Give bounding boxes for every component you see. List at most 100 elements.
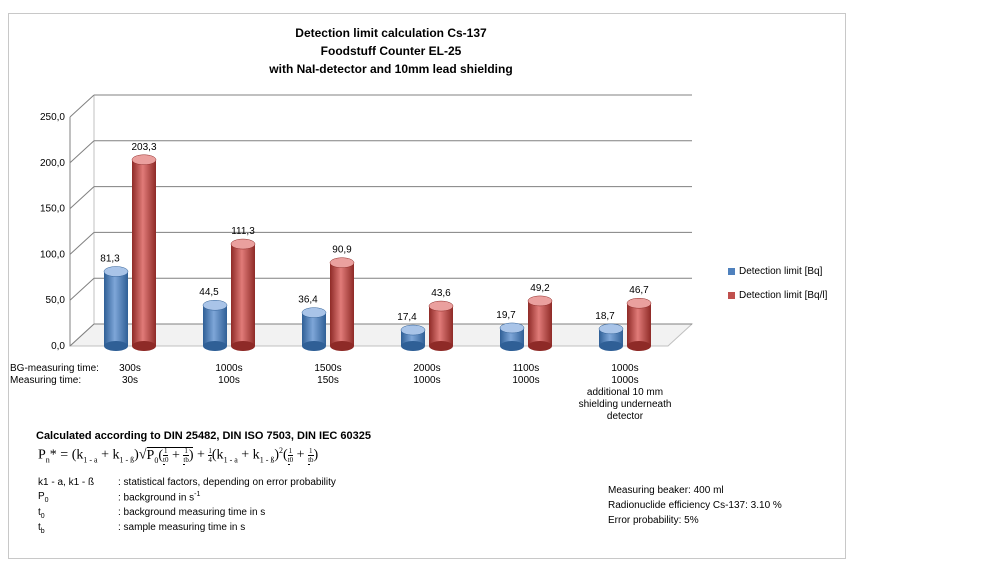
chart-title-line-1: Detection limit calculation Cs-137 <box>295 26 487 40</box>
bar-base <box>231 341 255 351</box>
info-beaker: Measuring beaker: 400 ml <box>608 485 724 496</box>
bar-base <box>500 341 524 351</box>
bar-bql-5 <box>627 303 651 346</box>
def-symbol-sub: b <box>40 528 45 535</box>
bar-base <box>429 341 453 351</box>
bar-cap <box>230 238 256 250</box>
formula-k-close-2: ) <box>274 447 280 463</box>
bar-base <box>203 341 227 351</box>
frac-num: 1 <box>308 446 314 456</box>
def-symbol-p0: P0 <box>38 491 49 504</box>
formula-k-plus: + k <box>97 447 120 463</box>
x-label-meas: 1000s <box>512 375 540 386</box>
frac-num: 1 <box>183 446 189 456</box>
frac-den: tb <box>183 455 189 465</box>
formula-lhs-suffix: * = <box>49 447 72 463</box>
frac-den-sub: 0 <box>164 455 169 464</box>
bar-cap <box>202 299 228 311</box>
frac-den: 4 <box>208 455 212 464</box>
data-label: 81,3 <box>100 254 120 265</box>
data-label: 90,9 <box>332 245 352 256</box>
chart-floor <box>68 323 694 347</box>
bar-cap <box>428 300 454 312</box>
frac-den-t: t <box>183 455 186 465</box>
bar-base <box>599 341 623 351</box>
bar-bql-2 <box>330 262 354 346</box>
legend-swatch-bql <box>728 292 735 299</box>
legend-swatch-bq <box>728 268 735 275</box>
data-label: 111,3 <box>231 226 255 237</box>
x-label-bg: 1500s <box>314 363 342 374</box>
formula-k1b-sub-2: 1 - ß <box>259 455 275 465</box>
def-desc-p0: : background in s-1 <box>118 491 200 503</box>
frac-den-t: t <box>163 455 165 465</box>
def-desc-t0: : background measuring time in s <box>118 507 266 518</box>
formula-k-close: ) <box>134 447 139 463</box>
chart-title-line-3: with NaI-detector and 10mm lead shieldin… <box>269 62 513 76</box>
x-label-bg: 1000s <box>611 363 639 374</box>
bar-bql-0 <box>132 159 156 346</box>
legend-label-bql: Detection limit [Bq/l] <box>739 290 828 301</box>
x-label-meas: 30s <box>121 375 139 386</box>
def-symbol-sub: 0 <box>40 513 45 520</box>
gridline-diag <box>69 277 95 301</box>
bar-cap <box>301 307 327 318</box>
bar-bq-1 <box>203 305 227 346</box>
formula-k1a-sub: 1 - a <box>83 455 98 465</box>
frac-den-sub: b <box>310 455 314 464</box>
x-label-meas: 100s <box>218 375 240 386</box>
x-label-bg: 1000s <box>215 363 243 374</box>
frac-den: t0 <box>287 455 293 465</box>
formula-frac-tb: 1 tb <box>183 446 189 465</box>
formula-k1b-sub: 1 - ß <box>119 455 135 465</box>
meas-row-label: Measuring time: <box>10 375 82 386</box>
data-label: 46,7 <box>629 285 649 296</box>
frac-num: 1 <box>163 446 169 456</box>
formula-k-open-2: (k <box>211 447 224 463</box>
info-efficiency: Radionuclide efficiency Cs-137: 3.10 % <box>608 500 782 511</box>
bar-base <box>627 341 651 351</box>
y-tick-label: 50,0 <box>46 295 66 306</box>
gridline-diag <box>69 323 95 347</box>
def-symbol-t0: t0 <box>38 507 45 520</box>
formula-radicand: P0(1 t0 + 1 tb) <box>146 446 194 465</box>
data-label: 19,7 <box>496 310 516 321</box>
formula-p0-sub: 0 <box>154 455 159 465</box>
def-desc-k: : statistical factors, depending on erro… <box>118 477 336 488</box>
bar-base <box>401 341 425 351</box>
formula-frac-t0: 1 t0 <box>163 446 169 465</box>
formula-sqrt: √ <box>138 447 147 463</box>
bar-base <box>302 341 326 351</box>
data-label: 203,3 <box>131 142 156 153</box>
bar-cap <box>626 297 652 309</box>
gridline-diag <box>69 232 95 255</box>
gridline-diag <box>69 140 95 164</box>
bar-base <box>132 341 156 351</box>
frac-den: tb <box>308 455 314 465</box>
x-label-meas: 1000s <box>611 375 639 386</box>
frac-num: 1 <box>208 446 212 456</box>
def-symbol-text: t <box>38 522 41 533</box>
frac-den-t: t <box>308 455 311 465</box>
y-tick-label: 200,0 <box>40 158 65 169</box>
x-label-extra: additional 10 mm shielding underneath de… <box>578 387 672 422</box>
formula-p0: P <box>146 447 155 463</box>
formula-k-open: (k <box>71 447 84 463</box>
bar-base <box>330 341 354 351</box>
bar-cap <box>400 324 426 336</box>
data-label: 43,6 <box>431 288 451 299</box>
legend-item-bql: Detection limit [Bq/l] <box>728 290 827 301</box>
def-symbol-text: P <box>38 491 45 502</box>
bar-bql-4 <box>528 300 552 346</box>
def-symbol-tb: tb <box>38 522 45 535</box>
bg-row-label: BG-measuring time: <box>10 363 99 374</box>
bar-cap <box>499 322 525 334</box>
bar-cap <box>329 257 355 268</box>
formula-lhs-sub: n <box>45 455 50 465</box>
x-label-bg: 300s <box>119 363 141 374</box>
calculation-title: Calculated according to DIN 25482, DIN I… <box>36 430 372 442</box>
y-tick-label: 150,0 <box>40 204 65 215</box>
frac-den: t0 <box>163 455 169 465</box>
